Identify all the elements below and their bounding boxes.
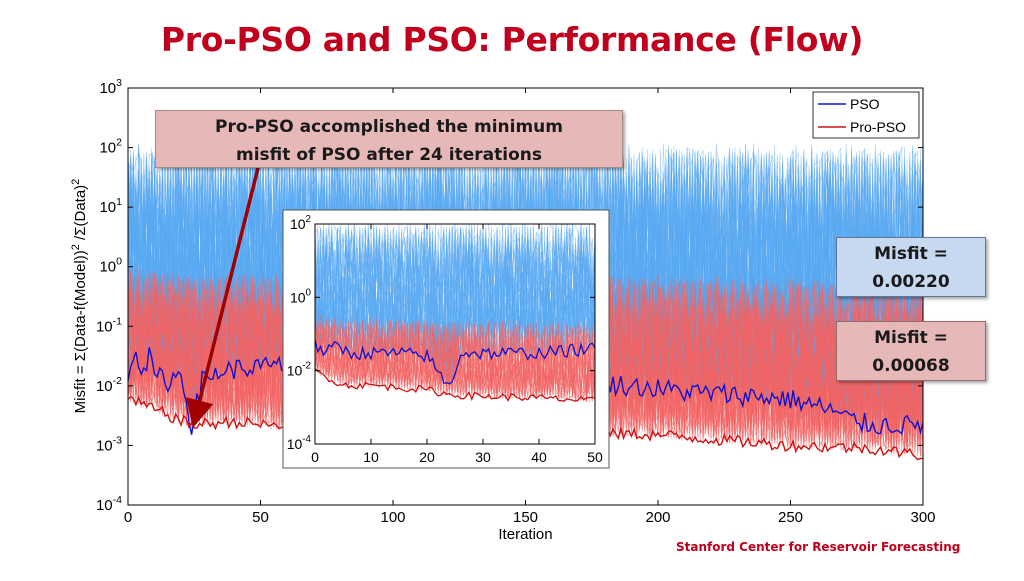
main-x-tick-label: 150 — [513, 509, 538, 526]
annotation-arrow — [186, 167, 260, 428]
inset-pro-pso-best-line — [315, 367, 595, 402]
inset-pso-population-line — [315, 229, 595, 380]
legend-pso-label: PSO — [850, 96, 880, 112]
inset-pso-best-line — [315, 339, 595, 385]
inset-pro-pso-population-line — [315, 317, 595, 398]
inset-y-tick-label: 10-2 — [287, 361, 311, 379]
inset-y-tick-label: 10-4 — [287, 434, 312, 452]
pro-pso-misfit-label: Misfit = — [874, 328, 948, 348]
inset-pso-population-line — [315, 224, 595, 373]
inset-x-tick-label: 50 — [587, 449, 603, 465]
inset-x-tick-label: 20 — [419, 449, 435, 465]
pso-misfit-value: 0.00220 — [872, 272, 950, 292]
main-x-tick-label: 250 — [778, 509, 803, 526]
inset-pro-pso-population-line — [315, 318, 595, 402]
inset-plot-frame — [314, 223, 596, 445]
main-x-tick-label: 100 — [380, 509, 405, 526]
main-y-tick-label: 103 — [99, 77, 122, 97]
inset-pso-population-line — [315, 226, 595, 364]
inset-x-tick-label: 40 — [531, 449, 547, 465]
slide-title: Pro-PSO and PSO: Performance (Flow) — [160, 20, 864, 59]
footer-credit: Stanford Center for Reservoir Forecastin… — [676, 540, 961, 554]
annotation-line2: misfit of PSO after 24 iterations — [236, 145, 542, 165]
pso-misfit-callout: Misfit = 0.00220 — [836, 237, 986, 297]
main-y-tick-label: 10-4 — [96, 494, 122, 514]
inset-y-tick-label: 100 — [290, 287, 312, 305]
inset-x-tick-label: 30 — [475, 449, 491, 465]
x-axis-label: Iteration — [498, 526, 552, 543]
inset-x-tick-label: 10 — [363, 449, 379, 465]
inset-pro-pso-population-line — [315, 316, 595, 403]
main-y-tick-label: 100 — [99, 256, 122, 276]
inset-plot-clip — [315, 224, 595, 404]
pso-misfit-label: Misfit = — [874, 244, 948, 264]
inset-x-tick-label: 0 — [311, 449, 319, 465]
main-y-tick-label: 101 — [99, 196, 122, 216]
inset-y-tick-label: 102 — [290, 214, 311, 232]
main-pso-population-line — [128, 147, 923, 425]
annotation-line1: Pro-PSO accomplished the minimum — [214, 117, 563, 137]
inset-pro-pso-population-line — [315, 321, 595, 397]
inset-pso-population-line — [315, 224, 595, 355]
main-x-tick-label: 0 — [124, 509, 132, 526]
legend-pro-pso-label: Pro-PSO — [850, 119, 906, 135]
main-y-tick-label: 10-1 — [96, 315, 122, 335]
inset-pro-pso-population-line — [315, 322, 595, 401]
main-x-tick-label: 50 — [252, 509, 269, 526]
y-axis-label: Misfit = Σ(Data-f(Model))2 /Σ(Data)2 — [70, 179, 89, 414]
main-x-tick-label: 300 — [910, 509, 935, 526]
pro-pso-misfit-value: 0.00068 — [872, 356, 950, 376]
legend-box — [812, 91, 920, 139]
main-x-tick-label: 200 — [645, 509, 670, 526]
main-y-tick-label: 10-2 — [96, 375, 122, 395]
legend: PSO Pro-PSO — [812, 91, 920, 139]
annotation-callout: Pro-PSO accomplished the minimum misfit … — [155, 110, 623, 168]
main-y-tick-label: 10-3 — [96, 434, 122, 454]
pro-pso-misfit-callout: Misfit = 0.00068 — [836, 321, 986, 381]
inset-pro-pso-population-line — [315, 317, 595, 397]
main-y-tick-label: 102 — [99, 137, 122, 157]
